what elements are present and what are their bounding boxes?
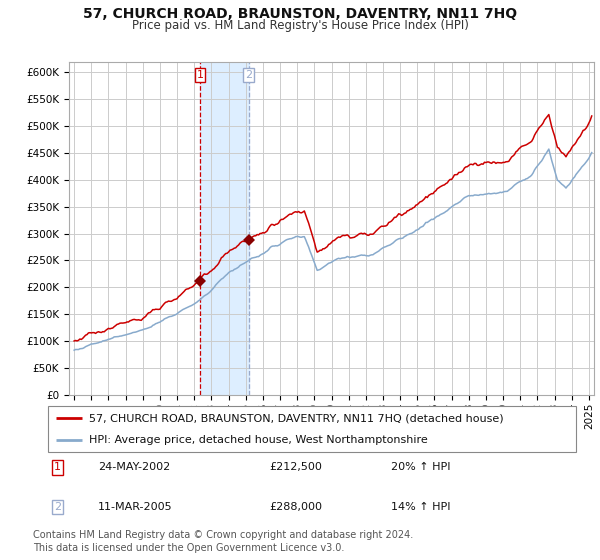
Text: Contains HM Land Registry data © Crown copyright and database right 2024.: Contains HM Land Registry data © Crown c…: [33, 530, 413, 540]
Text: This data is licensed under the Open Government Licence v3.0.: This data is licensed under the Open Gov…: [33, 543, 344, 553]
Text: 20% ↑ HPI: 20% ↑ HPI: [391, 463, 451, 472]
Text: 11-MAR-2005: 11-MAR-2005: [98, 502, 173, 512]
FancyBboxPatch shape: [48, 406, 576, 452]
Text: 57, CHURCH ROAD, BRAUNSTON, DAVENTRY, NN11 7HQ (detached house): 57, CHURCH ROAD, BRAUNSTON, DAVENTRY, NN…: [89, 413, 504, 423]
Text: 1: 1: [54, 463, 61, 472]
Text: Price paid vs. HM Land Registry's House Price Index (HPI): Price paid vs. HM Land Registry's House …: [131, 19, 469, 32]
Text: £212,500: £212,500: [270, 463, 323, 472]
Text: 2: 2: [245, 70, 252, 80]
Text: 57, CHURCH ROAD, BRAUNSTON, DAVENTRY, NN11 7HQ: 57, CHURCH ROAD, BRAUNSTON, DAVENTRY, NN…: [83, 7, 517, 21]
Text: HPI: Average price, detached house, West Northamptonshire: HPI: Average price, detached house, West…: [89, 436, 428, 445]
Text: 2: 2: [54, 502, 61, 512]
Bar: [200, 62, 248, 395]
Text: £288,000: £288,000: [270, 502, 323, 512]
Text: 14% ↑ HPI: 14% ↑ HPI: [391, 502, 451, 512]
Text: 24-MAY-2002: 24-MAY-2002: [98, 463, 170, 472]
Text: 1: 1: [196, 70, 203, 80]
